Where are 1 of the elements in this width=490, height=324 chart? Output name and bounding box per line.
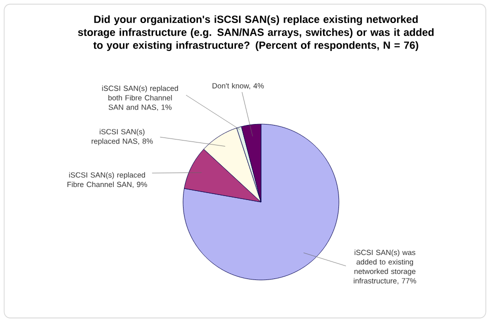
chart-title: Did your organization's iSCSI SAN(s) replace existing networked storage infrastructure (e.g. SAN/NAS arrays, switches) or was it added to your existing infrastructure? (Percent of respondents, N = 76) xyxy=(78,15,434,51)
